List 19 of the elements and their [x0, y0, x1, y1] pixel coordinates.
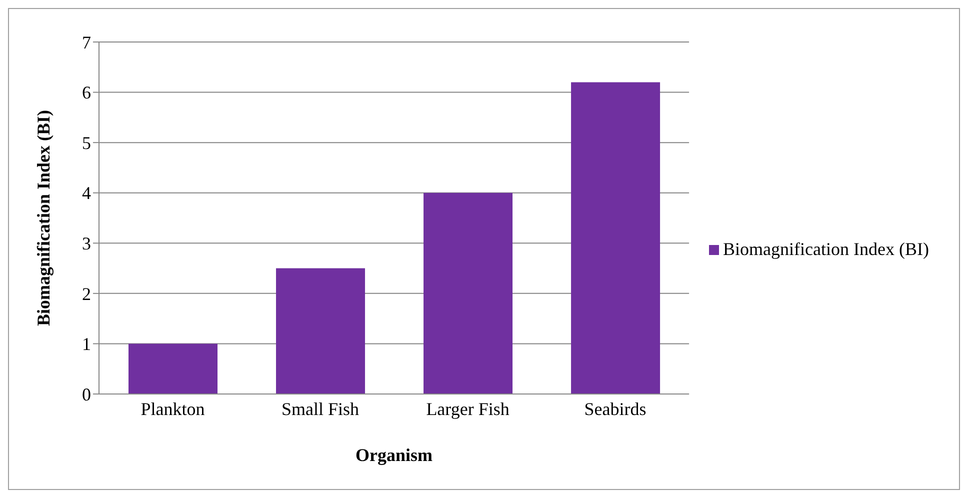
x-tick-label: Larger Fish [426, 398, 510, 419]
x-axis-title: Organism [356, 445, 433, 465]
legend-label: Biomagnification Index (BI) [723, 238, 929, 258]
y-tick-label: 5 [82, 132, 91, 153]
bar [128, 344, 218, 394]
y-tick-label: 0 [82, 384, 91, 404]
x-tick-label: Seabirds [584, 398, 646, 419]
y-axis-title: Biomagnification Index (BI) [33, 110, 54, 326]
bar [424, 192, 513, 394]
bar [571, 82, 660, 394]
y-tick-label: 1 [82, 334, 91, 354]
x-tick-label: Small Fish [282, 398, 360, 419]
x-tick-label: Plankton [140, 398, 205, 419]
y-tick-label: 2 [82, 284, 91, 304]
y-tick-label: 4 [82, 183, 91, 204]
y-tick-label: 7 [82, 32, 91, 52]
bar [276, 268, 366, 394]
y-tick-label: 6 [82, 82, 91, 103]
y-tick-label: 3 [82, 234, 91, 254]
